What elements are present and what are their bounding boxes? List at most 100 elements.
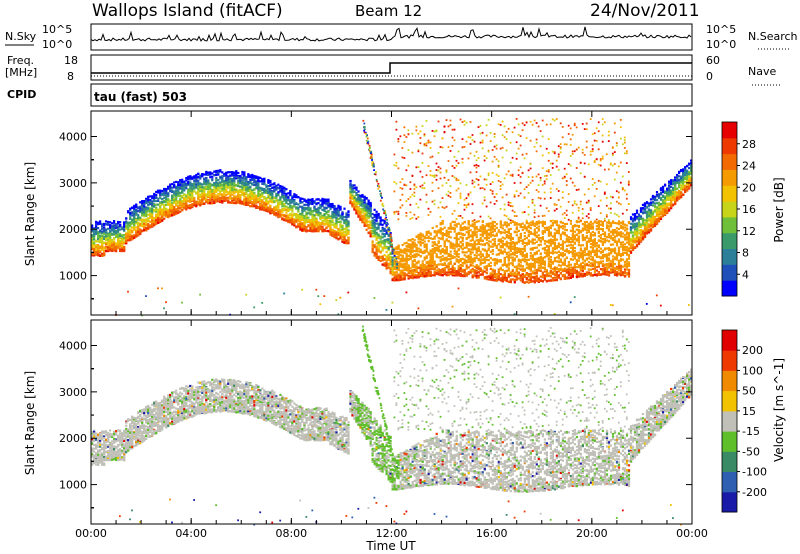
heatmap-cell <box>109 232 112 236</box>
heatmap-cell <box>259 205 262 208</box>
heatmap-cell <box>245 183 248 186</box>
heatmap-cell <box>311 227 314 230</box>
heatmap-cell <box>169 209 172 212</box>
heatmap-cell <box>137 206 140 209</box>
heatmap-cell <box>251 173 254 176</box>
heatmap-cell <box>405 256 408 259</box>
heatmap-cell <box>259 208 262 211</box>
heatmap-cell <box>411 255 414 258</box>
heatmap-cell <box>439 269 442 272</box>
heatmap-cell <box>233 192 236 195</box>
heatmap-cell <box>123 222 126 225</box>
heatmap-cell <box>119 248 122 251</box>
heatmap-cell <box>185 200 188 203</box>
heatmap-cell <box>217 169 220 172</box>
heatmap-cell <box>145 219 148 222</box>
heatmap-cell <box>247 196 250 199</box>
heatmap-cell <box>449 246 452 249</box>
heatmap-cell <box>419 130 422 133</box>
heatmap-cell <box>359 199 362 202</box>
heatmap-cell <box>251 178 254 181</box>
heatmap-cell <box>247 175 250 178</box>
heatmap-cell <box>265 206 268 209</box>
heatmap-cell <box>409 245 412 248</box>
heatmap-cell <box>259 203 262 206</box>
heatmap-cell <box>307 225 310 228</box>
heatmap-cell <box>399 276 402 279</box>
heatmap-cell <box>271 183 274 186</box>
heatmap-cell <box>275 205 278 208</box>
heatmap-cell <box>157 212 160 215</box>
heatmap-cell <box>357 190 360 193</box>
heatmap-cell <box>365 221 368 225</box>
heatmap-cell <box>313 200 316 203</box>
heatmap-cell <box>291 222 294 225</box>
heatmap-cell <box>407 149 410 151</box>
heatmap-cell <box>383 262 386 265</box>
cpid-label: CPID <box>7 88 36 101</box>
heatmap-cell <box>225 188 228 191</box>
heatmap-cell <box>139 229 142 232</box>
heatmap-cell <box>131 222 134 225</box>
heatmap-cell <box>299 226 302 229</box>
heatmap-cell <box>369 206 372 209</box>
heatmap-cell <box>181 187 184 190</box>
heatmap-cell <box>425 144 428 147</box>
heatmap-cell <box>355 203 358 206</box>
heatmap-cell <box>199 188 202 191</box>
heatmap-cell <box>187 181 190 185</box>
heatmap-cell <box>93 248 96 252</box>
heatmap-cell <box>141 211 144 214</box>
heatmap-cell <box>391 263 394 266</box>
heatmap-cell <box>281 187 284 191</box>
heatmap-cell <box>195 191 198 194</box>
heatmap-cell <box>355 205 358 208</box>
heatmap-cell <box>367 231 370 234</box>
heatmap-cell <box>313 226 316 229</box>
heatmap-cell <box>375 219 378 222</box>
heatmap-cell <box>279 187 282 190</box>
heatmap-cell <box>347 225 350 228</box>
heatmap-cell <box>183 194 186 197</box>
heatmap-cell <box>143 200 146 203</box>
heatmap-cell <box>213 182 216 185</box>
heatmap-cell <box>113 227 116 230</box>
heatmap-cell <box>305 219 308 222</box>
heatmap-cell <box>347 213 350 216</box>
heatmap-cell <box>405 267 408 270</box>
heatmap-cell <box>179 202 182 205</box>
heatmap-cell <box>373 230 376 233</box>
heatmap-cell <box>327 220 330 223</box>
heatmap-cell <box>327 217 330 220</box>
heatmap-cell <box>207 192 210 195</box>
heatmap-cell <box>347 232 350 235</box>
heatmap-cell <box>357 194 360 197</box>
heatmap-cell <box>91 253 94 256</box>
heatmap-cell <box>213 170 216 173</box>
heatmap-cell <box>355 188 358 191</box>
heatmap-cell <box>369 226 372 230</box>
heatmap-cell <box>177 210 180 213</box>
heatmap-cell <box>435 271 438 274</box>
heatmap-cell <box>343 236 346 239</box>
heatmap-cell <box>425 230 428 234</box>
heatmap-cell <box>385 267 388 270</box>
heatmap-cell <box>335 218 338 221</box>
heatmap-cell <box>175 208 178 211</box>
heatmap-cell <box>177 194 180 197</box>
heatmap-cell <box>439 230 442 233</box>
heatmap-cell <box>275 200 278 203</box>
heatmap-cell <box>405 248 408 251</box>
heatmap-cell <box>335 225 338 228</box>
heatmap-cell <box>209 193 212 196</box>
heatmap-cell <box>395 164 398 167</box>
heatmap-cell <box>393 212 396 215</box>
heatmap-cell <box>231 179 234 182</box>
heatmap-cell <box>299 228 302 231</box>
heatmap-cell <box>279 213 282 216</box>
heatmap-cell <box>341 235 344 238</box>
noise-right-label: N.Search <box>748 30 798 43</box>
heatmap-cell <box>107 248 110 251</box>
heatmap-cell <box>287 196 290 199</box>
heatmap-cell <box>237 182 240 185</box>
